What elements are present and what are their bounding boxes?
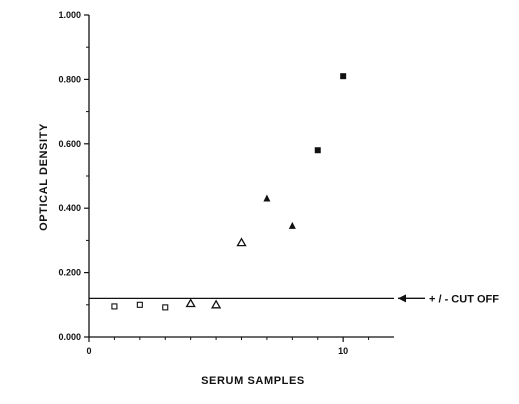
y-tick-label: 0.000 — [58, 332, 81, 342]
open-square-point — [162, 304, 169, 311]
x-axis-title: SERUM SAMPLES — [201, 375, 305, 387]
x-tick-label: 10 — [338, 346, 348, 356]
cutoff-line-group: + / - CUT OFF — [89, 293, 499, 305]
ticks: 0.000 0.200 0.400 0.600 0.800 1.000 0 10 — [58, 10, 370, 356]
open-triangle-point — [210, 299, 222, 309]
axes — [88, 15, 394, 338]
open-square-point — [136, 301, 143, 308]
x-tick-label: 0 — [86, 346, 91, 356]
y-tick-label: 1.000 — [58, 10, 81, 20]
filled-triangle-point — [288, 221, 296, 229]
filled-square-point — [314, 147, 321, 154]
y-tick-label: 0.400 — [58, 203, 81, 213]
y-axis-title: OPTICAL DENSITY — [38, 123, 50, 231]
cutoff-arrow-head — [398, 294, 406, 303]
open-triangle-point — [236, 237, 247, 247]
filled-triangle-point — [263, 194, 271, 202]
open-square-point — [111, 303, 118, 310]
y-tick-label: 0.600 — [58, 139, 81, 149]
data-points — [111, 73, 347, 311]
y-tick-label: 0.200 — [58, 268, 81, 278]
cutoff-label: + / - CUT OFF — [429, 293, 499, 305]
filled-square-point — [340, 73, 347, 80]
open-triangle-point — [185, 298, 196, 308]
y-tick-label: 0.800 — [58, 74, 81, 84]
